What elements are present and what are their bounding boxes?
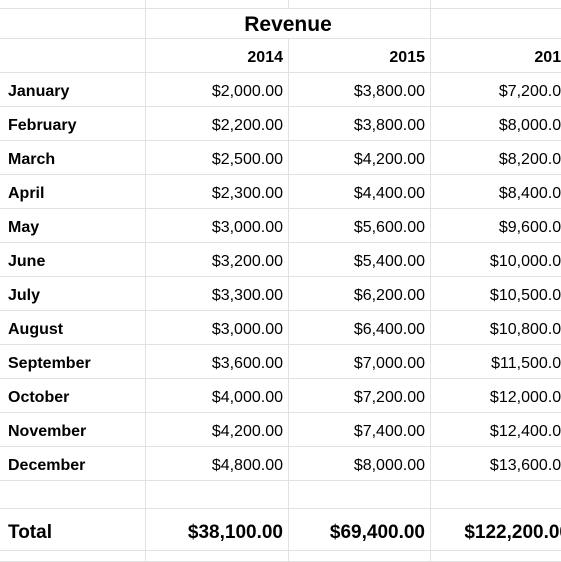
revenue-cell[interactable]: $5,400.00 (289, 243, 431, 277)
revenue-cell[interactable]: $8,200.00 (431, 141, 561, 175)
revenue-cell[interactable]: $8,400.00 (431, 175, 561, 209)
month-label[interactable]: November (0, 413, 146, 447)
table-row: June $3,200.00 $5,400.00 $10,000.00 (0, 243, 561, 277)
spreadsheet-cell[interactable] (289, 0, 431, 9)
revenue-cell[interactable]: $3,200.00 (146, 243, 289, 277)
revenue-cell[interactable]: $10,500.00 (431, 277, 561, 311)
total-row: Total $38,100.00 $69,400.00 $122,200.00 (0, 509, 561, 551)
month-label[interactable]: March (0, 141, 146, 175)
total-2014[interactable]: $38,100.00 (146, 509, 289, 551)
spreadsheet-cell[interactable] (0, 39, 146, 73)
spreadsheet-cell[interactable] (0, 481, 146, 509)
revenue-cell[interactable]: $6,200.00 (289, 277, 431, 311)
revenue-cell[interactable]: $8,000.00 (289, 447, 431, 481)
spreadsheet-cell[interactable] (146, 0, 289, 9)
revenue-cell[interactable]: $3,600.00 (146, 345, 289, 379)
revenue-cell[interactable]: $2,000.00 (146, 73, 289, 107)
revenue-cell[interactable]: $4,200.00 (146, 413, 289, 447)
table-row: November $4,200.00 $7,400.00 $12,400.00 (0, 413, 561, 447)
year-header-2016[interactable]: 2016 (431, 39, 561, 73)
table-row: May $3,000.00 $5,600.00 $9,600.00 (0, 209, 561, 243)
month-label[interactable]: August (0, 311, 146, 345)
revenue-cell[interactable]: $2,500.00 (146, 141, 289, 175)
revenue-cell[interactable]: $6,400.00 (289, 311, 431, 345)
spreadsheet-row (0, 551, 561, 562)
spreadsheet-cell[interactable] (431, 0, 561, 9)
revenue-cell[interactable]: $10,800.00 (431, 311, 561, 345)
revenue-cell[interactable]: $9,600.00 (431, 209, 561, 243)
sheet-title[interactable]: Revenue (146, 9, 431, 39)
table-row: March $2,500.00 $4,200.00 $8,200.00 (0, 141, 561, 175)
empty-row (0, 481, 561, 509)
table-row: April $2,300.00 $4,400.00 $8,400.00 (0, 175, 561, 209)
spreadsheet-cell[interactable] (289, 481, 431, 509)
spreadsheet-row (0, 0, 561, 9)
revenue-cell[interactable]: $3,300.00 (146, 277, 289, 311)
table-row: December $4,800.00 $8,000.00 $13,600.00 (0, 447, 561, 481)
spreadsheet-cell[interactable] (431, 481, 561, 509)
revenue-cell[interactable]: $3,000.00 (146, 311, 289, 345)
title-row: Revenue (0, 9, 561, 39)
month-label[interactable]: September (0, 345, 146, 379)
spreadsheet-cell[interactable] (289, 551, 431, 562)
revenue-cell[interactable]: $2,300.00 (146, 175, 289, 209)
year-header-row: 2014 2015 2016 (0, 39, 561, 73)
table-row: October $4,000.00 $7,200.00 $12,000.00 (0, 379, 561, 413)
spreadsheet-cell[interactable] (0, 551, 146, 562)
month-label[interactable]: January (0, 73, 146, 107)
revenue-cell[interactable]: $12,400.00 (431, 413, 561, 447)
spreadsheet-cell[interactable] (0, 0, 146, 9)
revenue-cell[interactable]: $3,800.00 (289, 73, 431, 107)
revenue-cell[interactable]: $12,000.00 (431, 379, 561, 413)
month-label[interactable]: May (0, 209, 146, 243)
month-label[interactable]: July (0, 277, 146, 311)
year-header-2014[interactable]: 2014 (146, 39, 289, 73)
revenue-cell[interactable]: $2,200.00 (146, 107, 289, 141)
revenue-cell[interactable]: $11,500.00 (431, 345, 561, 379)
revenue-cell[interactable]: $3,000.00 (146, 209, 289, 243)
table-row: July $3,300.00 $6,200.00 $10,500.00 (0, 277, 561, 311)
spreadsheet-cell[interactable] (0, 9, 146, 39)
month-label[interactable]: December (0, 447, 146, 481)
table-row: September $3,600.00 $7,000.00 $11,500.00 (0, 345, 561, 379)
table-row: August $3,000.00 $6,400.00 $10,800.00 (0, 311, 561, 345)
table-row: January $2,000.00 $3,800.00 $7,200.00 (0, 73, 561, 107)
revenue-cell[interactable]: $3,800.00 (289, 107, 431, 141)
revenue-cell[interactable]: $7,200.00 (431, 73, 561, 107)
revenue-cell[interactable]: $8,000.00 (431, 107, 561, 141)
month-label[interactable]: October (0, 379, 146, 413)
revenue-cell[interactable]: $7,200.00 (289, 379, 431, 413)
total-2015[interactable]: $69,400.00 (289, 509, 431, 551)
revenue-cell[interactable]: $5,600.00 (289, 209, 431, 243)
revenue-cell[interactable]: $4,400.00 (289, 175, 431, 209)
month-label[interactable]: June (0, 243, 146, 277)
month-label[interactable]: February (0, 107, 146, 141)
revenue-cell[interactable]: $7,400.00 (289, 413, 431, 447)
revenue-cell[interactable]: $13,600.00 (431, 447, 561, 481)
total-2016[interactable]: $122,200.00 (431, 509, 561, 551)
revenue-cell[interactable]: $4,800.00 (146, 447, 289, 481)
revenue-cell[interactable]: $7,000.00 (289, 345, 431, 379)
spreadsheet-cell[interactable] (146, 551, 289, 562)
spreadsheet-cell[interactable] (431, 551, 561, 562)
table-row: February $2,200.00 $3,800.00 $8,000.00 (0, 107, 561, 141)
revenue-cell[interactable]: $4,200.00 (289, 141, 431, 175)
total-label[interactable]: Total (0, 509, 146, 551)
year-header-2015[interactable]: 2015 (289, 39, 431, 73)
revenue-cell[interactable]: $10,000.00 (431, 243, 561, 277)
spreadsheet-cell[interactable] (146, 481, 289, 509)
revenue-cell[interactable]: $4,000.00 (146, 379, 289, 413)
month-label[interactable]: April (0, 175, 146, 209)
spreadsheet-cell[interactable] (431, 9, 561, 39)
